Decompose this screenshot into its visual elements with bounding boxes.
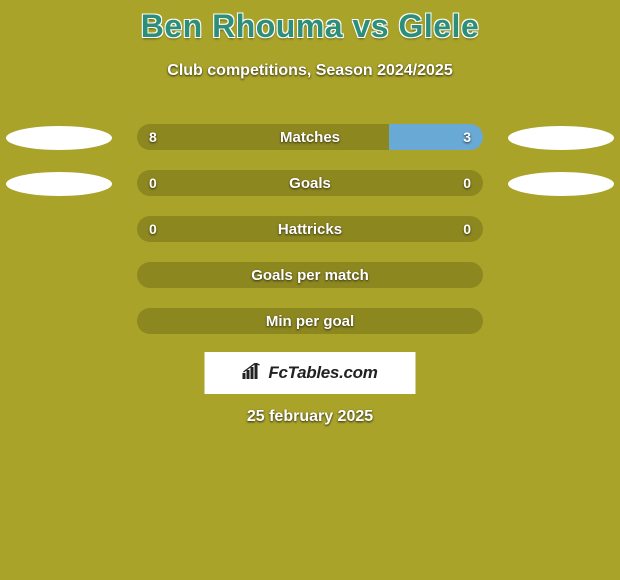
stat-bar: Goals per match <box>137 262 483 288</box>
comparison-row: Matches83 <box>0 118 620 164</box>
subtitle: Club competitions, Season 2024/2025 <box>0 62 620 80</box>
comparison-infographic: Ben Rhouma vs Glele Club competitions, S… <box>0 0 620 580</box>
stat-bar-left <box>137 262 483 288</box>
player-right-marker <box>508 126 614 150</box>
stat-bar: Hattricks00 <box>137 216 483 242</box>
comparison-rows: Matches83 Goals00 Hattricks00 Goals per mat… <box>0 118 620 348</box>
stat-bar: Goals00 <box>137 170 483 196</box>
stat-bar-left <box>137 308 483 334</box>
logo-text: FcTables.com <box>268 363 377 383</box>
logo-box[interactable]: FcTables.com <box>203 350 418 396</box>
page-title: Ben Rhouma vs Glele <box>0 8 620 45</box>
comparison-row: Goals per match <box>0 256 620 302</box>
bar-chart-icon <box>242 363 262 384</box>
player-right-marker <box>508 172 614 196</box>
player-left-marker <box>6 172 112 196</box>
stat-bar-left <box>137 170 483 196</box>
stat-bar-right <box>389 124 483 150</box>
player-left-marker <box>6 126 112 150</box>
comparison-row: Min per goal <box>0 302 620 348</box>
date-text: 25 february 2025 <box>0 408 620 426</box>
stat-bar: Matches83 <box>137 124 483 150</box>
stat-bar-left <box>137 216 483 242</box>
stat-bar: Min per goal <box>137 308 483 334</box>
comparison-row: Hattricks00 <box>0 210 620 256</box>
stat-bar-left <box>137 124 389 150</box>
comparison-row: Goals00 <box>0 164 620 210</box>
